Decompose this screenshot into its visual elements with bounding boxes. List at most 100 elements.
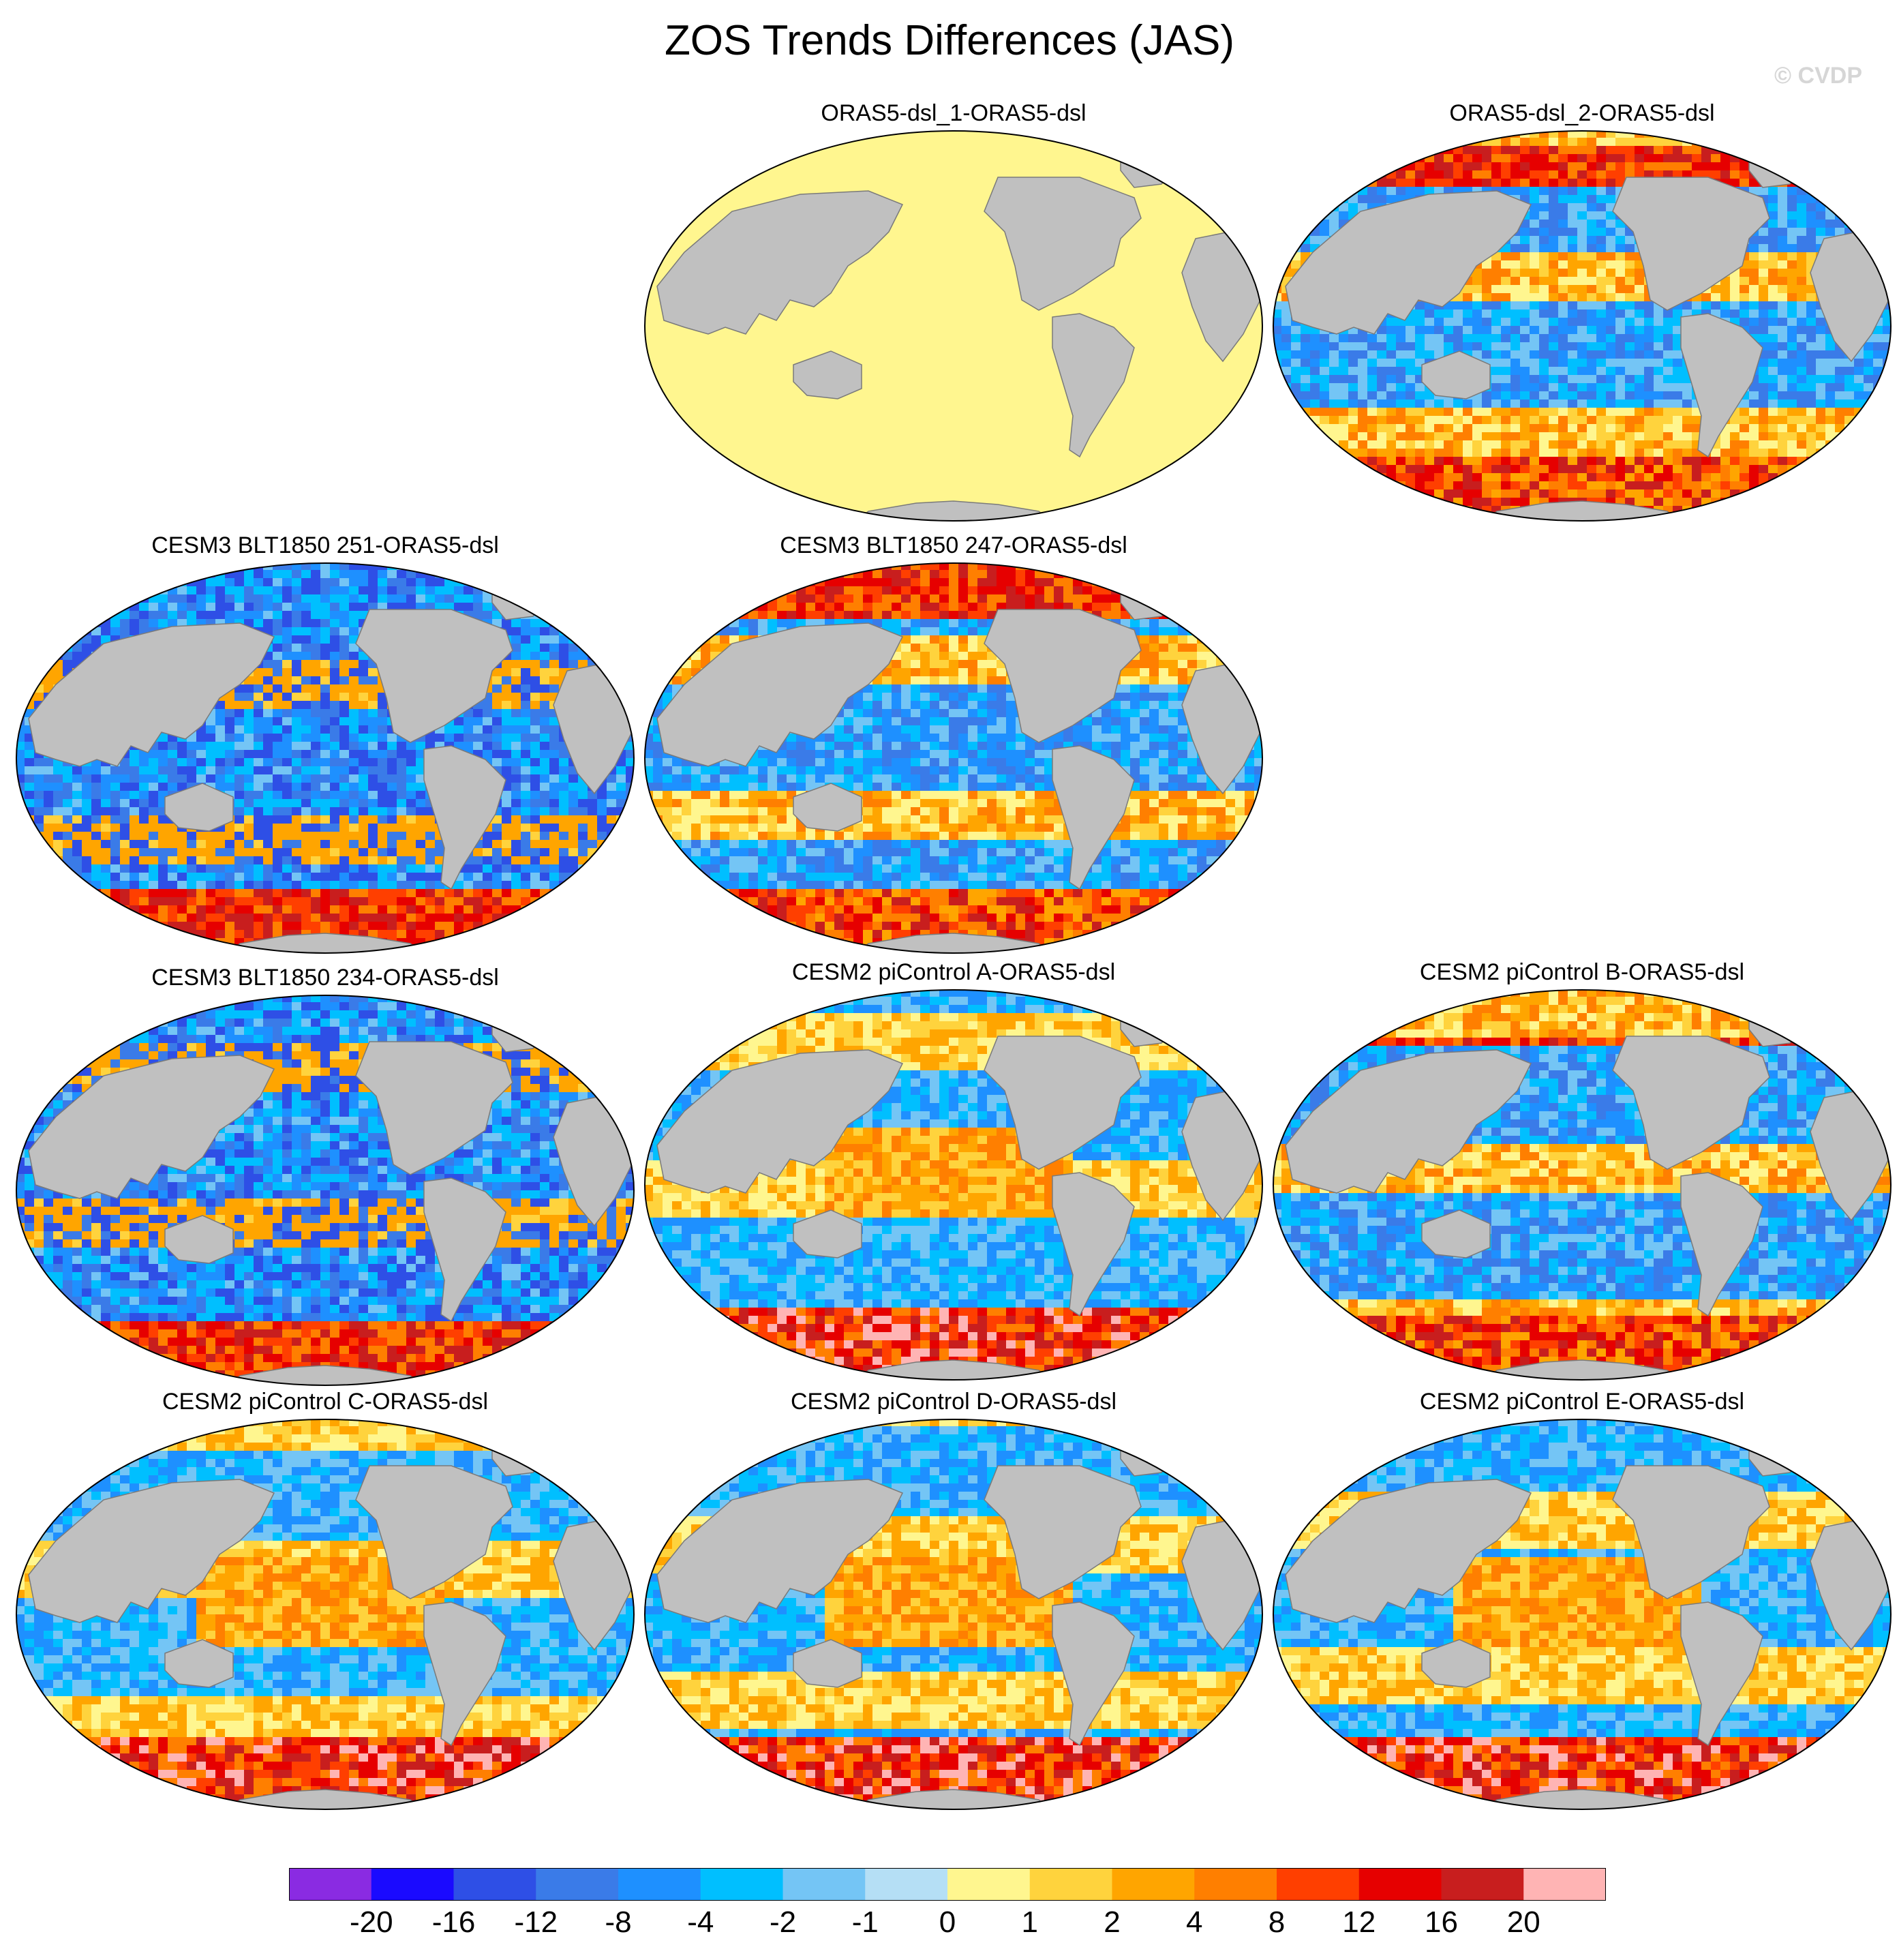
north-america-landmass: [984, 1036, 1142, 1170]
panel-title: ORAS5-dsl_1-ORAS5-dsl: [637, 100, 1271, 127]
antarctica-landmass: [853, 933, 1054, 953]
ocean-field: [16, 1419, 634, 1809]
colorbar-tick-label: 1: [996, 1903, 1064, 1942]
colorbar-tick-label: -16: [420, 1903, 488, 1942]
ocean-field: [645, 563, 1262, 953]
map-outline: [16, 1419, 635, 1810]
map-outline: [644, 562, 1263, 954]
asia-landmass: [656, 622, 904, 767]
map-outline: [644, 989, 1263, 1381]
colorbar-tick-label: 8: [1243, 1903, 1311, 1942]
world-map: [644, 989, 1263, 1381]
colorbar-tick-label: 4: [1160, 1903, 1228, 1942]
australia-landmass: [1421, 1209, 1491, 1258]
north-america-landmass: [984, 609, 1142, 743]
south-america-landmass: [1680, 1601, 1763, 1747]
world-map: [644, 562, 1263, 954]
world-map: [1273, 130, 1892, 522]
colorbar-swatch: [947, 1868, 1031, 1901]
ocean-field: [1273, 131, 1891, 521]
panel-title: CESM2 piControl E-ORAS5-dsl: [1265, 1388, 1899, 1415]
world-map: [644, 130, 1263, 522]
asia-landmass: [1285, 1479, 1532, 1623]
colorbar-swatch: [1029, 1868, 1112, 1901]
south-america-landmass: [423, 1601, 506, 1747]
north-america-landmass: [355, 1041, 513, 1175]
world-map: [644, 1419, 1263, 1810]
colorbar-swatch: [865, 1868, 948, 1901]
ocean-field: [1273, 990, 1891, 1380]
map-outline: [16, 562, 635, 954]
antarctica-landmass: [853, 1789, 1054, 1809]
colorbar-swatch: [1523, 1868, 1606, 1901]
map-panel: CESM3 BLT1850 251-ORAS5-dsl: [8, 532, 642, 954]
colorbar-frame: [289, 1868, 1606, 1901]
map-panel: ORAS5-dsl_1-ORAS5-dsl: [637, 100, 1271, 522]
south-america-landmass: [1680, 313, 1763, 458]
map-outline: [644, 1419, 1263, 1810]
ocean-field: [645, 990, 1262, 1380]
map-panel: CESM2 piControl D-ORAS5-dsl: [637, 1388, 1271, 1811]
north-america-landmass: [1612, 1036, 1770, 1170]
colorbar-swatch: [453, 1868, 536, 1901]
colorbar-tick-label: -4: [667, 1903, 735, 1942]
world-map: [1273, 989, 1892, 1381]
colorbar-swatch: [1194, 1868, 1277, 1901]
australia-landmass: [1421, 1639, 1491, 1688]
map-outline: [1273, 989, 1892, 1381]
colorbar: [289, 1868, 1606, 1901]
south-america-landmass: [423, 1177, 506, 1323]
north-america-landmass: [355, 609, 513, 743]
north-america-landmass: [984, 1465, 1142, 1599]
asia-landmass: [656, 190, 904, 335]
colorbar-swatch: [783, 1868, 866, 1901]
south-america-landmass: [423, 745, 506, 890]
watermark: © CVDP: [1774, 63, 1862, 89]
australia-landmass: [793, 1639, 862, 1688]
asia-landmass: [656, 1479, 904, 1623]
asia-landmass: [28, 622, 275, 767]
page-title: ZOS Trends Differences (JAS): [0, 15, 1899, 67]
antarctica-landmass: [224, 1789, 426, 1809]
map-panel: CESM2 piControl A-ORAS5-dsl: [637, 959, 1271, 1381]
south-america-landmass: [1052, 1172, 1135, 1317]
colorbar-tick-label: -20: [337, 1903, 406, 1942]
world-map: [16, 562, 635, 954]
map-outline: [1273, 130, 1892, 522]
asia-landmass: [1285, 190, 1532, 335]
colorbar-tick-label: 0: [913, 1903, 982, 1942]
map-panel: CESM2 piControl C-ORAS5-dsl: [8, 1388, 642, 1811]
antarctica-landmass: [1481, 1359, 1683, 1380]
antarctica-landmass: [853, 500, 1054, 521]
map-panel: CESM2 piControl B-ORAS5-dsl: [1265, 959, 1899, 1381]
colorbar-swatch: [1358, 1868, 1442, 1901]
colorbar-tick-label: 2: [1078, 1903, 1146, 1942]
colorbar-tick-label: -8: [584, 1903, 652, 1942]
map-outline: [644, 130, 1263, 522]
antarctica-landmass: [1481, 500, 1683, 521]
map-panel: CESM3 BLT1850 234-ORAS5-dsl: [8, 964, 642, 1387]
panel-title: CESM2 piControl A-ORAS5-dsl: [637, 959, 1271, 986]
australia-landmass: [793, 783, 862, 832]
antarctica-landmass: [1481, 1789, 1683, 1809]
antarctica-landmass: [224, 933, 426, 953]
colorbar-tick-label: -1: [831, 1903, 899, 1942]
asia-landmass: [28, 1055, 275, 1199]
world-map: [16, 995, 635, 1386]
world-map: [16, 1419, 635, 1810]
colorbar-tick-label: 16: [1408, 1903, 1476, 1942]
north-america-landmass: [1612, 1465, 1770, 1599]
colorbar-swatch: [371, 1868, 454, 1901]
panel-title: CESM2 piControl D-ORAS5-dsl: [637, 1388, 1271, 1415]
ocean-field: [1273, 1419, 1891, 1809]
colorbar-swatch: [289, 1868, 372, 1901]
panel-title: CESM3 BLT1850 251-ORAS5-dsl: [8, 532, 642, 559]
north-america-landmass: [984, 177, 1142, 311]
ocean-field: [645, 131, 1262, 521]
map-panel: CESM2 piControl E-ORAS5-dsl: [1265, 1388, 1899, 1811]
colorbar-swatch: [1441, 1868, 1524, 1901]
panel-title: CESM3 BLT1850 247-ORAS5-dsl: [637, 532, 1271, 559]
panel-title: ORAS5-dsl_2-ORAS5-dsl: [1265, 100, 1899, 127]
colorbar-swatch: [536, 1868, 619, 1901]
asia-landmass: [1285, 1049, 1532, 1194]
